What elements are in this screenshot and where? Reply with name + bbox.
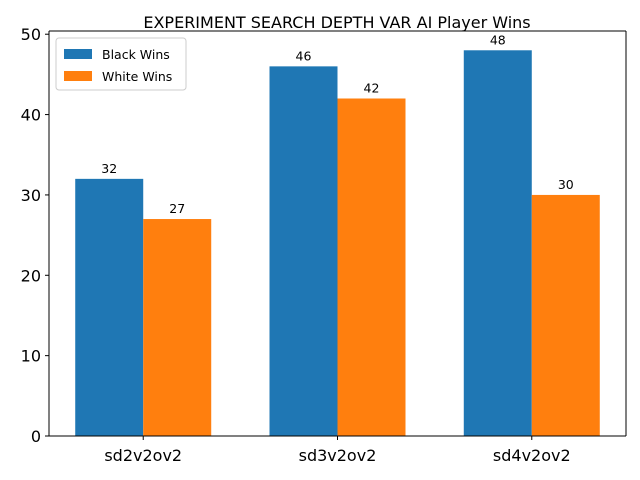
- bar-white-wins-sd2v2ov2: [143, 219, 212, 436]
- value-label-white-wins-sd3v2ov2: 42: [364, 81, 380, 96]
- x-axis: sd2v2ov2 sd3v2ov2 sd4v2ov2: [104, 436, 571, 465]
- chart-title: EXPERIMENT SEARCH DEPTH VAR AI Player Wi…: [143, 13, 530, 32]
- legend-label-black-wins: Black Wins: [102, 47, 170, 62]
- legend-swatch-black-wins: [64, 49, 92, 59]
- bars-layer: [75, 50, 600, 437]
- legend-label-white-wins: White Wins: [102, 69, 172, 84]
- x-tick-label-sd3v2ov2: sd3v2ov2: [299, 446, 377, 465]
- y-tick-label: 20: [21, 266, 41, 285]
- y-tick-label: 40: [21, 106, 41, 125]
- value-label-white-wins-sd2v2ov2: 27: [169, 201, 185, 216]
- bar-black-wins-sd3v2ov2: [269, 66, 338, 436]
- value-labels-layer: 32 46 48 27 42 30: [101, 32, 574, 216]
- x-tick-label-sd2v2ov2: sd2v2ov2: [104, 446, 182, 465]
- value-label-black-wins-sd2v2ov2: 32: [101, 161, 117, 176]
- bar-white-wins-sd4v2ov2: [531, 194, 600, 436]
- y-tick-label: 0: [31, 427, 41, 446]
- legend-swatch-white-wins: [64, 71, 92, 81]
- y-tick-label: 10: [21, 347, 41, 366]
- legend: Black Wins White Wins: [55, 37, 187, 91]
- value-label-black-wins-sd3v2ov2: 46: [296, 48, 312, 63]
- y-tick-label: 30: [21, 186, 41, 205]
- bar-black-wins-sd2v2ov2: [75, 178, 144, 436]
- bar-white-wins-sd3v2ov2: [337, 98, 406, 436]
- y-axis: 0 10 20 30 40 50: [21, 25, 49, 446]
- x-tick-label-sd4v2ov2: sd4v2ov2: [493, 446, 571, 465]
- y-tick-label: 50: [21, 25, 41, 44]
- bar-black-wins-sd4v2ov2: [463, 50, 532, 437]
- value-label-white-wins-sd4v2ov2: 30: [558, 177, 574, 192]
- value-label-black-wins-sd4v2ov2: 48: [490, 32, 506, 47]
